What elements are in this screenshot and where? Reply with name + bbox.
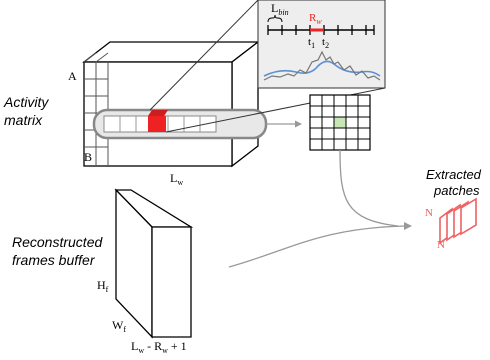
- rw-label: Rw: [309, 12, 322, 26]
- buffer-label-wf: Wf: [112, 318, 126, 334]
- reconstructed-buffer-box: Hf Wf Lw - Rw + 1: [97, 188, 194, 355]
- patch-label-n-bottom: N: [437, 239, 445, 251]
- buffer-front-face: [151, 226, 192, 338]
- merge-arrows: [228, 149, 412, 268]
- highlighted-bin: [148, 116, 166, 132]
- grid-highlight-cell: [334, 117, 346, 128]
- arrow-cube-to-grid: [266, 120, 302, 128]
- reconstructed-label-2: frames buffer: [12, 252, 96, 268]
- t2-label: t2: [322, 36, 329, 50]
- raw-signal: [263, 50, 381, 81]
- activity-matrix-cube: A B Lw: [68, 40, 268, 187]
- cube-label-a: A: [68, 69, 77, 83]
- merge-arrowhead: [404, 222, 412, 230]
- activity-matrix-label-2: matrix: [4, 112, 43, 128]
- patch-4: [460, 197, 477, 236]
- cube-label-b: B: [84, 150, 92, 164]
- reconstructed-label-1: Reconstructed: [12, 234, 103, 250]
- arrow-grid-to-patches: [339, 149, 399, 227]
- lbin-label: Lbin: [271, 1, 289, 17]
- frame-grid: [309, 94, 371, 151]
- extracted-label-2: patches: [433, 183, 480, 198]
- extracted-label-1: Extracted: [426, 167, 482, 182]
- activity-matrix-label-1: Activity: [3, 94, 49, 110]
- patch-label-n-top: N: [425, 207, 433, 219]
- zoom-inset: Lbin Rw t1 t2: [257, 0, 386, 89]
- buffer-label-hf: Hf: [97, 278, 109, 294]
- extracted-patches: [439, 197, 477, 245]
- cube-label-l: Lw: [170, 171, 183, 187]
- lbin-bracket: [267, 14, 283, 23]
- cube-top-face: [82, 41, 260, 63]
- t1-label: t1: [308, 36, 315, 50]
- arrow-buffer-to-patches: [228, 225, 406, 268]
- cube-right-face: [231, 40, 259, 168]
- smoothed-signal: [263, 60, 381, 77]
- highlighted-bin-top: [148, 110, 168, 116]
- buffer-label-bottom: Lw - Rw + 1: [131, 339, 187, 355]
